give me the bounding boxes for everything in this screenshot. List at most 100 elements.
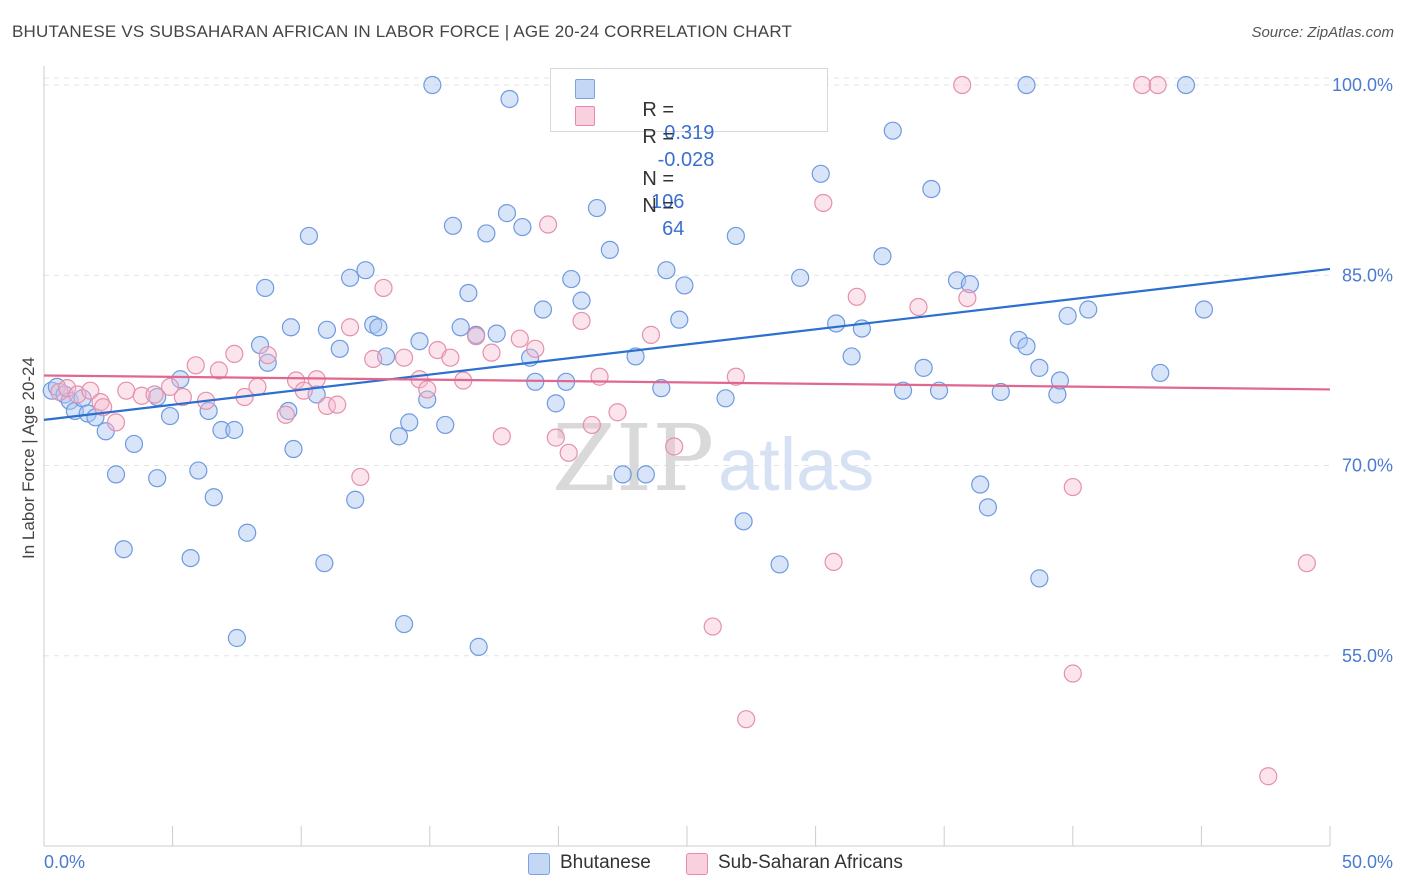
- point-bhutanese: [1030, 569, 1049, 588]
- trend-line-subsaharan: [43, 374, 1331, 391]
- point-subsaharan: [364, 349, 383, 369]
- point-subsaharan: [225, 344, 244, 364]
- point-bhutanese: [106, 465, 126, 484]
- point-bhutanese: [613, 465, 632, 484]
- point-bhutanese: [315, 554, 334, 573]
- point-subsaharan: [814, 193, 833, 213]
- point-bhutanese: [827, 314, 846, 333]
- bottom-legend-swatch-bhutanese: [528, 853, 550, 875]
- point-subsaharan: [510, 329, 529, 348]
- point-bhutanese: [1030, 358, 1049, 377]
- point-subsaharan: [340, 318, 360, 337]
- y-tick-label: 85.0%: [1342, 265, 1393, 285]
- point-bhutanese: [459, 283, 478, 303]
- point-bhutanese: [477, 224, 496, 243]
- y-tick-label: 55.0%: [1342, 646, 1393, 666]
- point-subsaharan: [160, 377, 180, 396]
- point-bhutanese: [1017, 337, 1036, 356]
- point-subsaharan: [91, 392, 110, 412]
- point-bhutanese: [929, 381, 949, 400]
- point-bhutanese: [400, 413, 419, 432]
- point-bhutanese: [1176, 75, 1196, 95]
- point-subsaharan: [641, 325, 661, 344]
- point-bhutanese: [1050, 371, 1070, 390]
- point-bhutanese: [873, 247, 892, 266]
- point-bhutanese: [1017, 75, 1036, 95]
- point-bhutanese: [562, 269, 581, 289]
- point-bhutanese: [284, 439, 303, 459]
- point-subsaharan: [106, 413, 126, 432]
- point-subsaharan: [539, 215, 558, 234]
- point-bhutanese: [770, 555, 789, 574]
- point-subsaharan: [1063, 477, 1082, 497]
- point-bhutanese: [726, 226, 745, 246]
- point-subsaharan: [173, 387, 192, 407]
- point-bhutanese: [451, 318, 470, 337]
- point-bhutanese: [330, 339, 349, 358]
- point-bhutanese: [883, 121, 902, 140]
- point-bhutanese: [914, 358, 933, 377]
- point-bhutanese: [716, 389, 735, 408]
- point-bhutanese: [600, 240, 619, 260]
- point-subsaharan: [1148, 75, 1167, 95]
- legend-r-value-bhutanese: 0.319: [664, 122, 715, 144]
- data-points: [42, 74, 1316, 786]
- point-bhutanese: [418, 390, 437, 409]
- legend-r-value-subsaharan: -0.028: [657, 149, 715, 171]
- point-bhutanese: [587, 198, 607, 218]
- point-bhutanese: [922, 179, 941, 199]
- point-subsaharan: [1063, 664, 1082, 683]
- point-bhutanese: [734, 512, 753, 531]
- point-subsaharan: [726, 367, 745, 386]
- point-bhutanese: [1058, 306, 1077, 325]
- point-subsaharan: [847, 287, 866, 306]
- point-bhutanese: [443, 216, 463, 235]
- point-bhutanese: [533, 300, 553, 319]
- point-bhutanese: [675, 276, 694, 295]
- trend-line-bhutanese: [43, 267, 1331, 421]
- point-subsaharan: [958, 288, 977, 308]
- point-bhutanese: [238, 523, 257, 542]
- point-bhutanese: [299, 226, 319, 246]
- bottom-legend-label-subsaharan: Sub-Saharan Africans: [718, 852, 903, 873]
- bottom-legend-label-bhutanese: Bhutanese: [560, 852, 651, 873]
- legend-swatch-bhutanese: [575, 79, 595, 99]
- point-subsaharan: [546, 428, 565, 447]
- point-bhutanese: [148, 469, 167, 488]
- legend-n-label: N =: [642, 195, 675, 217]
- point-bhutanese: [389, 427, 409, 446]
- point-subsaharan: [186, 356, 205, 375]
- point-subsaharan: [418, 380, 437, 399]
- point-subsaharan: [1259, 767, 1278, 786]
- legend-n-label: N =: [642, 168, 675, 190]
- point-bhutanese: [258, 353, 277, 372]
- point-bhutanese: [572, 291, 591, 310]
- x-tick-label-max: 50.0%: [1342, 852, 1393, 872]
- point-bhutanese: [394, 614, 414, 634]
- point-subsaharan: [737, 710, 756, 729]
- point-bhutanese: [1151, 363, 1170, 383]
- point-bhutanese: [978, 498, 998, 517]
- point-subsaharan: [286, 371, 306, 390]
- point-bhutanese: [346, 490, 365, 509]
- point-subsaharan: [482, 343, 501, 362]
- legend-r-label: R =: [642, 126, 675, 148]
- point-bhutanese: [971, 475, 990, 494]
- point-bhutanese: [436, 415, 455, 435]
- point-bhutanese: [212, 420, 231, 440]
- y-tick-label: 70.0%: [1342, 456, 1393, 476]
- point-subsaharan: [276, 405, 295, 424]
- point-subsaharan: [608, 403, 627, 422]
- legend-r-label: R =: [642, 99, 675, 121]
- watermark: ZIP atlas: [552, 405, 874, 512]
- point-bhutanese: [410, 332, 429, 351]
- legend: R = 0.319 N = 106 R = -0.028 N = 64: [550, 68, 828, 240]
- point-subsaharan: [590, 367, 609, 386]
- point-bhutanese: [626, 347, 645, 366]
- point-bhutanese: [513, 217, 532, 237]
- watermark-zip: ZIP: [552, 405, 714, 512]
- point-bhutanese: [1079, 300, 1098, 319]
- point-subsaharan: [909, 297, 928, 317]
- point-subsaharan: [582, 415, 601, 435]
